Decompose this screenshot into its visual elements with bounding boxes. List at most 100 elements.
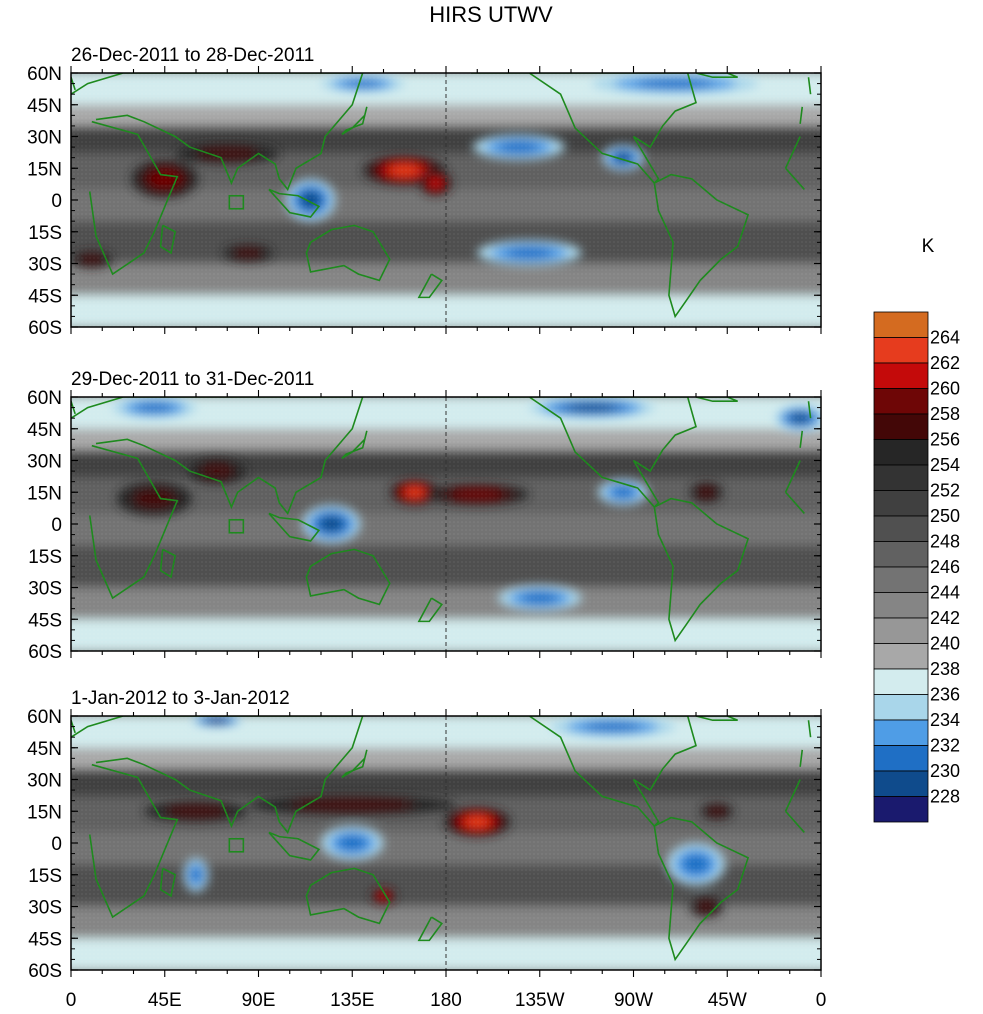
colorbar-label: 246 [930,557,960,577]
x-tick-label: 45W [708,990,747,1011]
colorbar-label: 230 [930,761,960,781]
coastline [417,273,443,299]
coastline [695,73,738,79]
y-tick-label: 15N [27,802,62,823]
colorbar-label: 250 [930,506,960,526]
panels: 26-Dec-2011 to 28-Dec-2011 60N 45N 30N 15N 0 1… [27,45,826,1011]
coastlines [71,73,812,319]
y-tick-label: 30S [28,579,62,600]
x-tick-label: 180 [430,990,462,1011]
colorbar-box [873,413,929,440]
y-tick-label: 45N [27,96,62,117]
y-tick-label: 60S [28,961,62,982]
y-tick-label: 60S [28,318,62,339]
colorbar: K 264 262 260 258 256 254 252 250 248 246 244 242 24… [873,236,960,823]
x-tick-label: 135W [515,990,565,1011]
coastline [159,548,177,579]
colorbar-box [873,490,929,517]
colorbar-label: 258 [930,404,960,424]
colorbar-box [873,668,929,695]
x-tick-label: 0 [66,990,77,1011]
colorbar-box [873,311,929,338]
colorbar-label: 262 [930,353,960,373]
coastline [268,831,321,861]
y-tick-label: 60N [27,707,62,728]
colorbar-label: 234 [930,710,960,730]
coastline [228,837,245,853]
x-tick-label: 45E [148,990,182,1011]
coastline [268,188,321,218]
colorbar-box [873,337,929,364]
y-tick-label: 60N [27,64,62,85]
y-tick-label: 60S [28,642,62,663]
y-tick-label: 15S [28,547,62,568]
colorbar-box [873,515,929,542]
y-tick-label: 0 [51,834,62,855]
y-tick-label: 45S [28,610,62,631]
colorbar-box [873,796,929,823]
coastlines [71,716,812,962]
coastline [471,397,697,509]
colorbar-box [873,694,929,721]
y-tick-label: 30N [27,128,62,149]
figure-title: HIRS UTWV [429,2,553,27]
colorbar-label: 256 [930,430,960,450]
coastline [341,430,368,460]
coastline [695,397,738,403]
colorbar-box [873,362,929,389]
colorbar-box [873,464,929,491]
y-tick-label: 30S [28,898,62,919]
colorbar-label: 238 [930,659,960,679]
colorbar-box [873,770,929,797]
colorbar-label: 228 [930,787,960,807]
colorbar-box [873,592,929,619]
coastline [471,716,697,828]
coastline [653,816,750,962]
coastline [305,867,391,925]
y-tick-label: 30N [27,452,62,473]
coastline [653,497,750,643]
panel-label: 29-Dec-2011 to 31-Dec-2011 [71,369,314,390]
colorbar-label: 236 [930,685,960,705]
colorbar-box [873,566,929,593]
field [71,73,821,327]
map-panel: 29-Dec-2011 to 31-Dec-2011 60N 45N 30N 15N 0 1… [27,369,822,663]
y-tick-label: 45N [27,739,62,760]
y-tick-label: 0 [51,191,62,212]
colorbar-label: 242 [930,608,960,628]
colorbar-label: 254 [930,455,960,475]
y-tick-label: 45S [28,286,62,307]
colorbar-boxes [873,311,929,823]
y-tick-label: 45S [28,929,62,950]
y-tick-label: 15S [28,223,62,244]
colorbar-box [873,541,929,568]
colorbar-label: 252 [930,481,960,501]
field [71,397,821,651]
coastline [417,916,443,942]
panel-label: 26-Dec-2011 to 28-Dec-2011 [71,45,314,66]
coastline [417,597,443,623]
colorbar-label: 240 [930,634,960,654]
coastline [471,73,697,185]
colorbar-box [873,719,929,746]
y-tick-label: 30N [27,771,62,792]
coastline [159,867,177,898]
coastline [695,716,738,722]
coastline [71,716,804,835]
colorbar-label: 248 [930,532,960,552]
coastline [228,518,245,534]
coastline [268,512,321,542]
colorbar-label: 260 [930,379,960,399]
coastline [88,120,805,276]
field [71,716,821,970]
colorbar-label: 244 [930,583,960,603]
colorbar-box [873,388,929,415]
map-panel: 26-Dec-2011 to 28-Dec-2011 60N 45N 30N 15N 0 1… [27,45,822,339]
y-tick-label: 15S [28,866,62,887]
y-tick-label: 15N [27,159,62,180]
colorbar-box [873,643,929,670]
y-tick-label: 0 [51,515,62,536]
y-tick-label: 30S [28,255,62,276]
coastline [88,444,805,600]
